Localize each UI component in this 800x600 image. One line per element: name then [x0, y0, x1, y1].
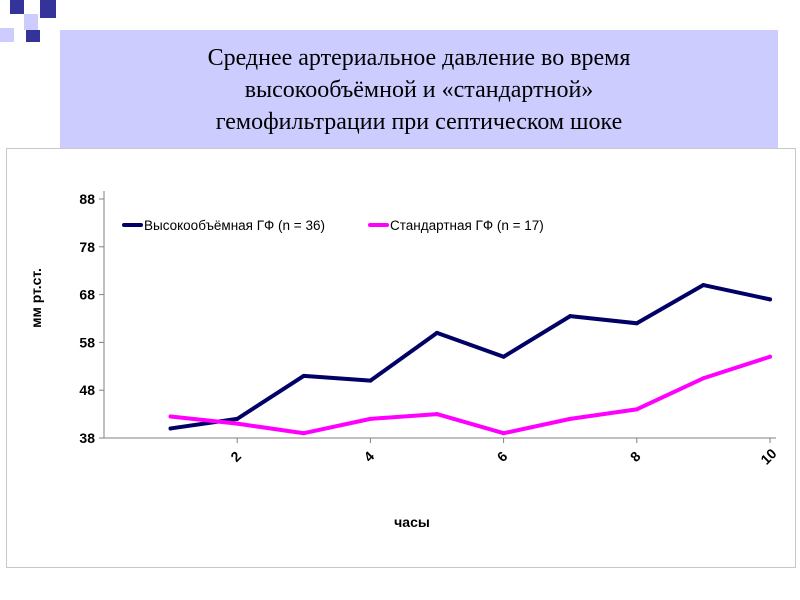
- series-group: [168, 283, 772, 436]
- data-point: [634, 407, 639, 412]
- slide-title: Среднее артериальное давление во время в…: [119, 42, 719, 138]
- data-point: [368, 416, 373, 421]
- data-point: [435, 330, 439, 335]
- data-point: [568, 314, 573, 319]
- data-point: [435, 412, 439, 417]
- corner-decoration: [0, 0, 60, 60]
- data-point: [301, 431, 306, 436]
- data-point: [235, 416, 240, 421]
- slide-title-line-3: гемофильтрации при септическом шоке: [215, 109, 623, 135]
- data-point: [501, 354, 506, 359]
- deco-square: [0, 28, 14, 42]
- deco-square: [26, 30, 40, 42]
- legend-label: Стандартная ГФ (n = 17): [390, 218, 544, 233]
- y-tick-label: 38: [79, 430, 95, 446]
- series-line-2: [168, 354, 772, 436]
- data-point: [235, 421, 240, 426]
- data-point: [768, 354, 772, 359]
- x-tick-label: 2: [227, 448, 244, 465]
- deco-square: [24, 14, 38, 30]
- data-point: [701, 283, 706, 288]
- y-axis-label: мм рт.ст.: [28, 268, 44, 328]
- slide-title-box: Среднее артериальное давление во время в…: [60, 30, 778, 150]
- data-point: [168, 414, 173, 419]
- y-tick-label: 58: [79, 334, 95, 350]
- slide-title-line-1: Среднее артериальное давление во время: [207, 45, 631, 71]
- data-point: [768, 297, 772, 302]
- series-line-1: [168, 283, 772, 431]
- y-tick-label: 68: [79, 287, 95, 303]
- deco-square: [10, 0, 24, 14]
- y-tick-label: 48: [79, 382, 95, 398]
- slide-title-line-2: высокообъёмной и «стандартной»: [244, 77, 594, 103]
- x-axis-label: часы: [394, 514, 430, 530]
- y-tick-label: 78: [79, 239, 95, 255]
- y-tick-label: 88: [79, 191, 95, 207]
- x-tick-label: 10: [757, 445, 779, 467]
- deco-square: [40, 0, 56, 18]
- legend-label: Высокообъёмная ГФ (n = 36): [144, 218, 325, 233]
- data-point: [501, 431, 506, 436]
- data-point: [701, 376, 706, 381]
- data-point: [168, 426, 173, 431]
- data-point: [634, 321, 639, 326]
- data-point: [368, 378, 373, 383]
- x-tick-label: 4: [360, 448, 377, 465]
- data-point: [301, 373, 306, 378]
- legend: Высокообъёмная ГФ (n = 36) Стандартная ГФ…: [122, 218, 544, 233]
- data-point: [568, 416, 573, 421]
- x-tick-label: 8: [627, 448, 644, 465]
- x-tick-label: 6: [494, 448, 511, 465]
